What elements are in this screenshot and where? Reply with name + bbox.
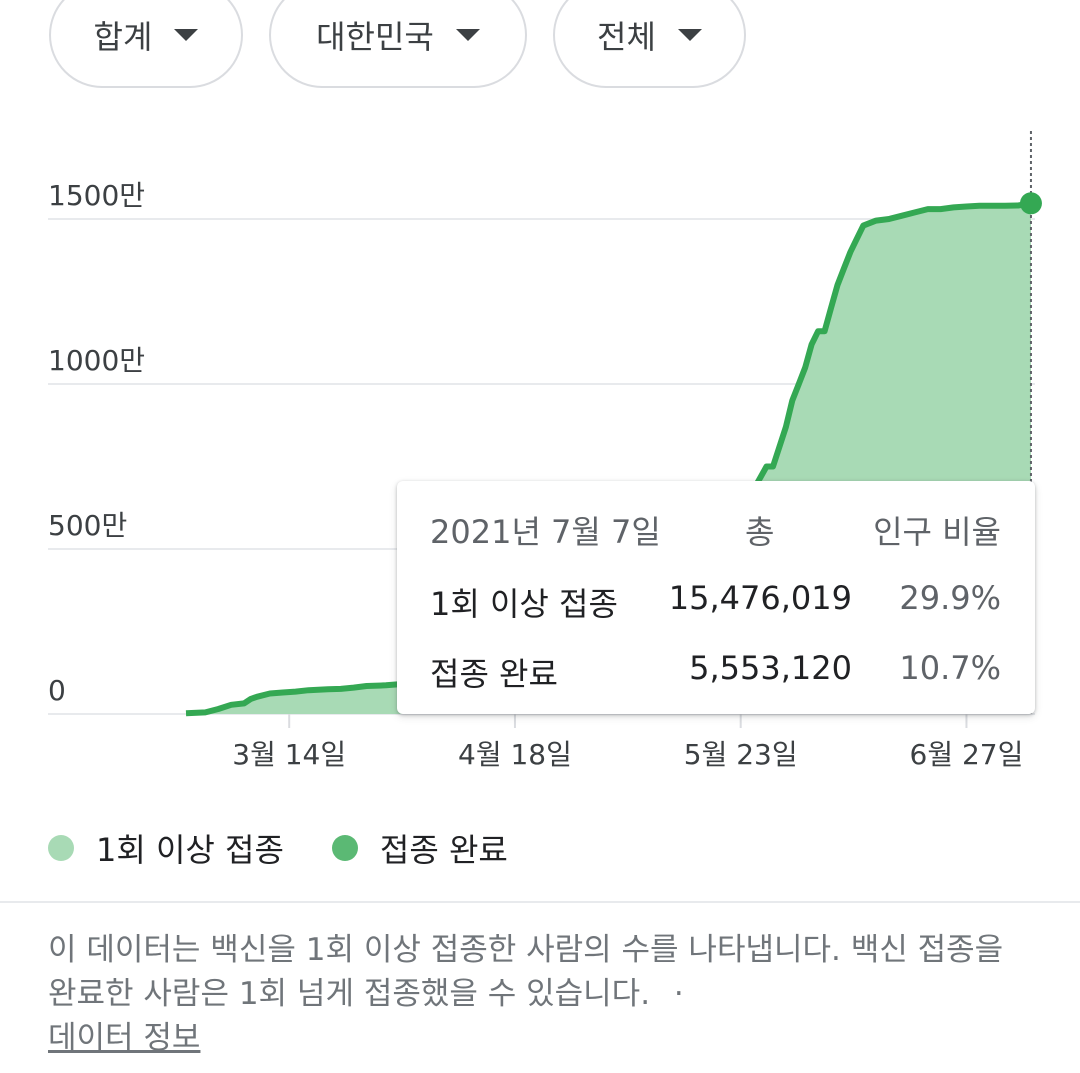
filter-chip-label: 대한민국 (316, 18, 434, 56)
dropdown-arrow-icon (174, 29, 199, 41)
legend-label: 접종 완료 (379, 831, 508, 869)
x-axis-tick-label: 6월 27일 (910, 738, 1024, 771)
filter-chip-label: 합계 (93, 18, 153, 56)
tooltip-ratio-header: 인구 비율 (873, 513, 1001, 551)
tooltip-row-label: 접종 완료 (430, 655, 558, 693)
legend-item-fully-vaccinated[interactable]: 접종 완료 (331, 825, 508, 871)
data-note: 이 데이터는 백신을 1회 이상 접종한 사람의 수를 나타냅니다. 백신 접종… (48, 928, 1038, 1060)
divider (0, 901, 1080, 903)
tooltip-date: 2021년 7월 7일 (430, 513, 661, 551)
note-text: 이 데이터는 백신을 1회 이상 접종한 사람의 수를 나타냅니다. 백신 접종… (48, 932, 1004, 1012)
y-axis-tick-label: 1000만 (48, 344, 145, 377)
y-axis-tick-label: 0 (48, 674, 66, 707)
hover-point (1019, 192, 1042, 215)
filter-chip-region[interactable]: 대한민국 (269, 0, 527, 88)
legend-marker-icon (48, 835, 74, 861)
x-axis-tick-label: 4월 18일 (458, 738, 572, 771)
legend-label: 1회 이상 접종 (96, 831, 284, 869)
tooltip-row-ratio: 10.7% (899, 649, 1001, 687)
filter-chip-scope[interactable]: 전체 (553, 0, 746, 88)
chart-legend: 1회 이상 접종 접종 완료 (48, 825, 556, 871)
tooltip-row-total: 15,476,019 (668, 579, 852, 617)
x-axis-tick-label: 3월 14일 (232, 738, 346, 771)
x-axis-tick-label: 5월 23일 (684, 738, 798, 771)
filter-chip-aggregate[interactable]: 합계 (49, 0, 243, 88)
y-axis-tick-label: 500만 (48, 509, 127, 542)
legend-item-first-dose[interactable]: 1회 이상 접종 (48, 825, 284, 871)
note-separator: · (673, 976, 684, 1012)
tooltip-row-label: 1회 이상 접종 (430, 585, 618, 623)
data-info-link[interactable]: 데이터 정보 (48, 1020, 201, 1056)
legend-marker-icon (331, 835, 358, 861)
tooltip-total-header: 총 (745, 513, 775, 551)
tooltip-row-ratio: 29.9% (899, 579, 1001, 617)
filter-chip-label: 전체 (597, 18, 656, 56)
dropdown-arrow-icon (677, 29, 702, 41)
y-axis-tick-label: 1500만 (48, 179, 145, 212)
tooltip-row-total: 5,553,120 (689, 649, 852, 687)
dropdown-arrow-icon (455, 29, 480, 41)
chart-tooltip: 2021년 7월 7일 총 인구 비율 1회 이상 접종 15,476,019 … (397, 481, 1035, 714)
